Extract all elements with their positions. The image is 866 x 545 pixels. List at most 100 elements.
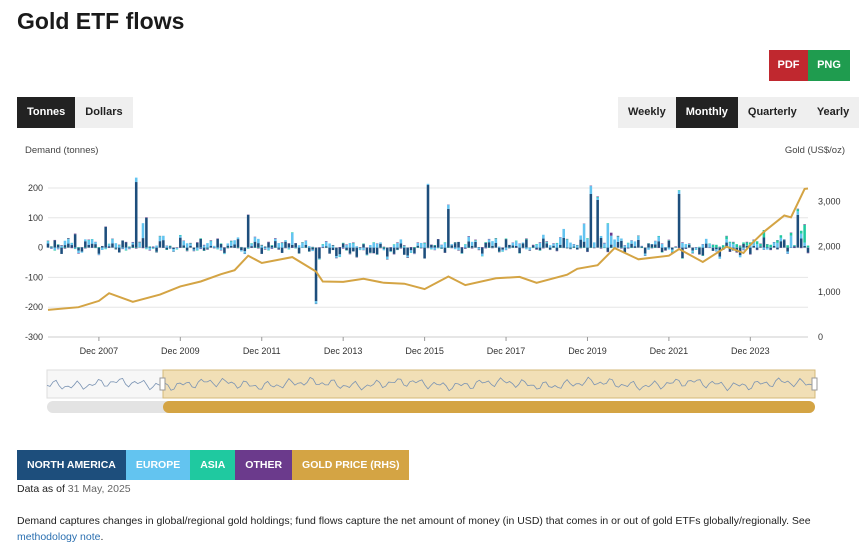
europe-bar — [780, 238, 783, 241]
other-bar — [349, 254, 352, 255]
north-america-bar — [152, 247, 155, 248]
europe-bar — [322, 245, 325, 247]
europe-bar — [260, 246, 263, 248]
europe-bar — [257, 239, 260, 243]
other-bar — [685, 248, 688, 249]
europe-bar — [176, 248, 179, 249]
europe-bar — [518, 244, 521, 248]
north-america-bar — [579, 240, 582, 248]
europe-bar — [654, 241, 657, 244]
europe-bar — [590, 186, 593, 194]
asia-bar — [556, 243, 559, 244]
asia-bar — [739, 246, 742, 247]
europe-bar — [539, 243, 542, 248]
range-navigator[interactable] — [47, 370, 817, 413]
europe-bar — [603, 243, 606, 247]
europe-bar — [525, 248, 528, 250]
y-tick-label: 100 — [28, 213, 43, 223]
other-bar — [135, 248, 138, 249]
north-america-bar — [359, 248, 362, 249]
quarterly-toggle[interactable]: Quarterly — [738, 97, 807, 128]
period-toggle: Weekly Monthly Quarterly Yearly — [618, 97, 859, 128]
europe-bar — [552, 244, 555, 246]
europe-bar — [233, 240, 236, 244]
dollars-toggle[interactable]: Dollars — [75, 97, 132, 128]
other-bar — [193, 251, 196, 252]
north-america-bar — [478, 247, 481, 248]
europe-bar — [315, 301, 318, 303]
north-america-bar — [271, 246, 274, 248]
north-america-bar — [610, 245, 613, 248]
other-bar — [739, 246, 742, 247]
monthly-toggle[interactable]: Monthly — [676, 97, 738, 128]
europe-bar — [624, 246, 627, 248]
asia-bar — [413, 247, 416, 248]
asia-bar — [766, 244, 769, 247]
asia-bar — [617, 236, 620, 237]
europe-bar — [311, 250, 314, 251]
yearly-toggle[interactable]: Yearly — [807, 97, 859, 128]
asia-bar — [756, 241, 759, 244]
north-america-bar — [681, 248, 684, 259]
north-america-bar — [47, 244, 50, 248]
x-tick-label: Dec 2013 — [324, 346, 363, 356]
asia-bar — [797, 209, 800, 211]
other-bar — [464, 248, 467, 249]
legend-other[interactable]: OTHER — [235, 450, 292, 480]
north-america-bar — [586, 248, 589, 252]
x-tick-label: Dec 2009 — [161, 346, 200, 356]
other-bar — [396, 242, 399, 243]
x-tick-label: Dec 2017 — [487, 346, 526, 356]
legend-north-america[interactable]: NORTH AMERICA — [17, 450, 126, 480]
weekly-toggle[interactable]: Weekly — [618, 97, 676, 128]
asia-bar — [484, 242, 487, 243]
north-america-bar — [60, 248, 63, 254]
north-america-bar — [766, 247, 769, 248]
png-export-button[interactable]: PNG — [808, 50, 850, 81]
other-bar — [328, 253, 331, 254]
methodology-link[interactable]: methodology note — [17, 531, 100, 543]
north-america-bar — [413, 248, 416, 254]
north-america-bar — [508, 245, 511, 248]
y2-tick-label: 2,000 — [818, 242, 841, 252]
north-america-bar — [559, 245, 562, 248]
other-bar — [478, 250, 481, 251]
europe-bar — [593, 242, 596, 247]
tonnes-toggle[interactable]: Tonnes — [17, 97, 75, 128]
north-america-bar — [640, 247, 643, 248]
north-america-bar — [549, 248, 552, 250]
europe-bar — [162, 236, 165, 240]
north-america-bar — [668, 241, 671, 248]
europe-bar — [644, 254, 647, 256]
north-america-bar — [264, 247, 267, 248]
north-america-bar — [84, 241, 87, 247]
asia-bar — [189, 243, 192, 244]
europe-bar — [742, 248, 745, 250]
europe-bar — [613, 239, 616, 247]
europe-bar — [773, 242, 776, 245]
other-bar — [797, 209, 800, 210]
legend-europe[interactable]: EUROPE — [126, 450, 190, 480]
north-america-bar — [671, 248, 674, 250]
north-america-bar — [260, 248, 263, 254]
europe-bar — [111, 239, 114, 243]
north-america-bar — [98, 248, 101, 254]
x-tick-label: Dec 2019 — [568, 346, 607, 356]
asia-bar — [322, 244, 325, 245]
north-america-bar — [539, 248, 542, 251]
europe-bar — [298, 245, 301, 247]
north-america-bar — [410, 248, 413, 251]
north-america-bar — [227, 246, 230, 248]
asia-bar — [712, 245, 715, 247]
asia-bar — [352, 243, 355, 244]
europe-bar — [671, 250, 674, 252]
other-bar — [274, 238, 277, 239]
legend-gold-price[interactable]: GOLD PRICE (RHS) — [292, 450, 409, 480]
north-america-bar — [600, 238, 603, 248]
legend-asia[interactable]: ASIA — [190, 450, 235, 480]
pdf-export-button[interactable]: PDF — [769, 50, 808, 81]
navigator-handle-left — [160, 378, 165, 390]
x-tick-label: Dec 2021 — [650, 346, 689, 356]
north-america-bar — [132, 245, 135, 248]
asia-bar — [586, 238, 589, 239]
